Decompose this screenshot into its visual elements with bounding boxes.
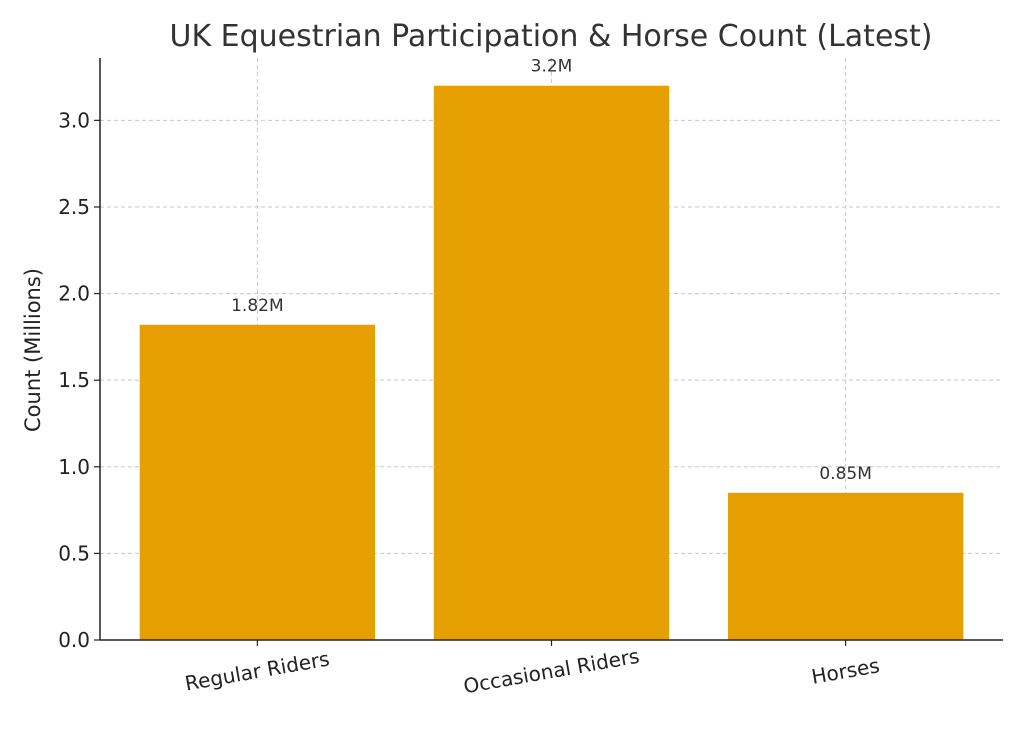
y-tick-label: 2.5 [58, 195, 90, 219]
y-tick-label: 1.5 [58, 368, 90, 392]
y-tick-label: 1.0 [58, 455, 90, 479]
bar-regular-riders [139, 324, 376, 640]
bar-data-label: 0.85M [819, 464, 872, 484]
y-tick-label: 0.5 [58, 541, 90, 565]
bar-data-label: 3.2M [531, 57, 573, 77]
bar-data-label: 1.82M [231, 296, 284, 316]
y-axis-title: Count (Millions) [21, 268, 45, 432]
y-tick-label: 0.0 [58, 628, 90, 652]
chart-title: UK Equestrian Participation & Horse Coun… [170, 19, 933, 54]
bar-horses [727, 492, 964, 640]
x-tick-label: Occasional Riders [462, 644, 642, 699]
y-tick-label: 3.0 [58, 108, 90, 132]
x-tick-label: Regular Riders [183, 647, 331, 696]
bar-occasional-riders [433, 85, 670, 640]
bars [139, 85, 964, 640]
data-labels: 1.82M 3.2M 0.85M [231, 57, 872, 484]
x-tick-label: Horses [810, 653, 882, 689]
y-tick-label: 2.0 [58, 282, 90, 306]
